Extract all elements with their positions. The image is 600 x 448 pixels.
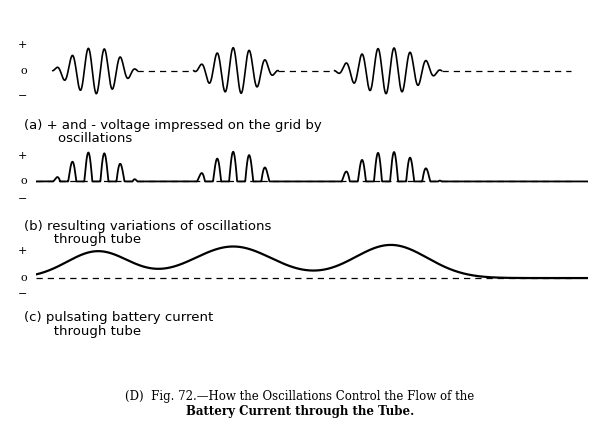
Text: −: − [18, 194, 28, 204]
Text: Battery Current through the Tube.: Battery Current through the Tube. [186, 405, 414, 418]
Text: +: + [18, 246, 28, 256]
Text: +: + [18, 40, 28, 50]
Text: through tube: through tube [24, 325, 141, 338]
Text: (c) pulsating battery current: (c) pulsating battery current [24, 311, 213, 324]
Text: o: o [21, 273, 28, 283]
Text: −: − [18, 289, 28, 299]
Text: (D)  Fig. 72.—How the Oscillations Control the Flow of the: (D) Fig. 72.—How the Oscillations Contro… [125, 390, 475, 403]
Text: −: − [18, 91, 28, 101]
Text: oscillations: oscillations [24, 132, 132, 145]
Text: +: + [18, 151, 28, 161]
Text: o: o [21, 177, 28, 186]
Text: (b) resulting variations of oscillations: (b) resulting variations of oscillations [24, 220, 271, 233]
Text: through tube: through tube [24, 233, 141, 246]
Text: o: o [21, 66, 28, 76]
Text: (a) + and - voltage impressed on the grid by: (a) + and - voltage impressed on the gri… [24, 119, 322, 132]
